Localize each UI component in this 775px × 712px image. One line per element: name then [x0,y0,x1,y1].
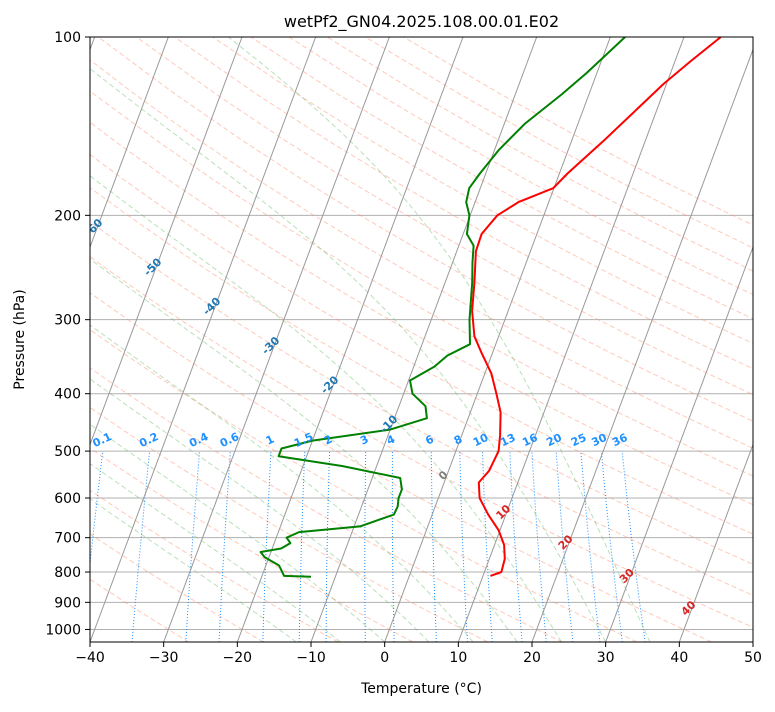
y-tick-label: 600 [54,491,81,507]
x-tick-label: −20 [223,650,253,666]
x-tick-label: 10 [449,650,467,666]
x-tick-label: 50 [744,650,762,666]
x-axis-label: Temperature (°C) [360,681,482,697]
x-axis-ticks: −40 −30 −20 −10 0 10 20 30 40 50 [75,642,762,666]
y-tick-label: 200 [54,208,81,224]
y-tick-label: 500 [54,444,81,460]
x-tick-label: 0 [380,650,389,666]
y-tick-label: 100 [54,30,81,46]
y-tick-label: 1000 [45,622,81,638]
y-tick-label: 300 [54,313,81,329]
y-axis-label: Pressure (hPa) [12,289,28,389]
x-tick-label: −10 [296,650,326,666]
x-tick-label: −40 [75,650,105,666]
x-tick-label: 30 [597,650,615,666]
chart-title: wetPf2_GN04.2025.108.00.01.E02 [284,12,559,32]
y-tick-label: 900 [54,595,81,611]
isotherm-line [753,37,775,642]
y-tick-label: 700 [54,531,81,547]
y-tick-label: 400 [54,387,81,403]
x-tick-label: 20 [523,650,541,666]
y-tick-label: 800 [54,565,81,581]
x-tick-label: −30 [149,650,179,666]
height-label: -70 [23,177,46,200]
x-tick-label: 40 [670,650,688,666]
y-axis-ticks: 100 200 300 400 500 600 700 800 900 1000 [45,30,90,638]
plot-background [90,37,753,642]
